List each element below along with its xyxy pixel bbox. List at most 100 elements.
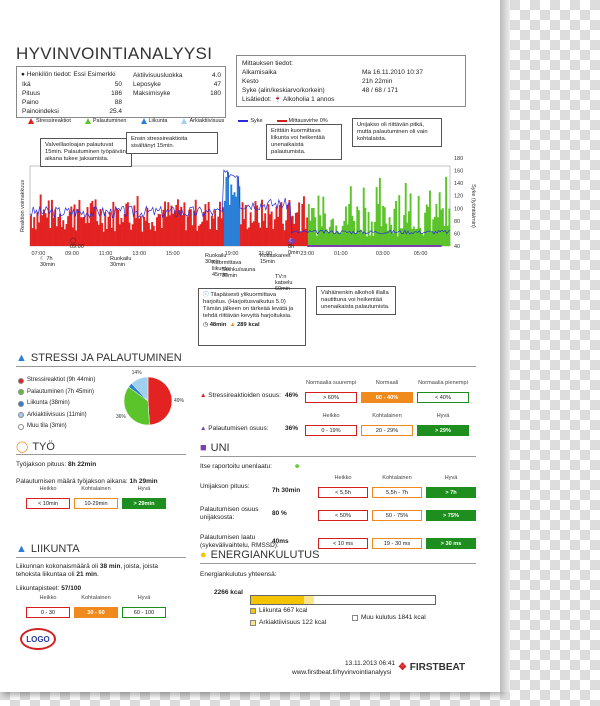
scale-header: Normaalia pienempi <box>418 380 468 386</box>
chart-bar <box>380 226 383 246</box>
chart-bar <box>403 215 406 246</box>
chart-bar <box>333 233 336 246</box>
scale-header: Hyvä <box>137 595 151 601</box>
chart-bar <box>294 212 297 246</box>
chart-bar <box>51 199 53 246</box>
chart-bar <box>125 203 128 246</box>
person-row-value: 50 <box>114 81 122 88</box>
chart-bar <box>172 213 175 246</box>
sleep-bar <box>307 245 442 247</box>
chart-bar <box>165 216 168 246</box>
x-tick-label: 23:00 <box>300 251 314 257</box>
legend-label: Stressireaktiot <box>36 118 71 124</box>
x-tick-label: 13:00 <box>132 251 146 257</box>
chart-bar <box>227 171 229 246</box>
scale-cell: > 29min <box>122 498 166 509</box>
measure-row-label: Alkamisaika <box>242 69 277 76</box>
sleep-icon: ☾ <box>288 238 295 244</box>
energy-heading: ● ENERGIANKULUTUS <box>200 549 320 561</box>
heart-rate-line <box>29 169 451 235</box>
chart-bar <box>378 177 381 246</box>
scale-cell: > 60% <box>305 392 357 403</box>
chart-bar <box>198 225 200 246</box>
chart-bar <box>139 215 142 246</box>
chart-bar <box>301 203 304 246</box>
scale-header: Kohtalainen <box>81 595 111 601</box>
chart-bar <box>282 223 284 246</box>
chart-bar <box>42 209 45 246</box>
chart-bar <box>348 203 351 246</box>
event-1: Kuormittava liikunta 45min <box>212 260 242 278</box>
y-tick-label: 40 <box>454 244 460 250</box>
exercise-points: Liikuntapisteet: 57/100 <box>16 585 82 592</box>
chart-bar <box>162 209 165 246</box>
chart-bar <box>304 229 307 246</box>
chart-bar <box>183 202 186 246</box>
chart-bar <box>286 204 289 246</box>
chart-bar <box>359 229 362 246</box>
chart-bar <box>104 212 107 246</box>
chart-bar <box>315 235 318 246</box>
chart-bar <box>112 201 115 246</box>
chart-bar <box>320 226 323 246</box>
chart-bar <box>278 204 281 246</box>
stress-legend-dot <box>18 412 24 419</box>
chart-bar <box>214 210 217 246</box>
sleep-row-value: 40ms <box>272 538 289 545</box>
person-row-label: Ikä <box>22 81 31 88</box>
stress-legend-dot <box>18 389 24 396</box>
chart-bar <box>55 226 58 246</box>
y-tick-label: 80 <box>454 219 460 225</box>
legend-item: Mittausvirhe 0% <box>276 118 328 124</box>
recovery-share-row: ▲ Palautumisen osuus: <box>200 425 269 432</box>
stress-legend-item: Muu tila (3min) <box>18 421 95 433</box>
prev-sleep: ☾ 7h 30min <box>40 256 55 268</box>
chart-bar <box>343 220 346 246</box>
x-tick-label: 01:00 <box>334 251 348 257</box>
chart-bar <box>207 201 210 246</box>
chart-bar <box>375 187 378 246</box>
chart-bar <box>144 220 147 246</box>
pie-slice <box>123 386 150 426</box>
chart-bar <box>388 217 391 246</box>
chart-bar <box>273 219 276 246</box>
chart-bar <box>110 227 113 246</box>
measurement-box: Mittauksen tiedot: Alkamisaika Ma 16.11.2… <box>236 55 466 107</box>
scale-header: Hyvä <box>444 475 458 481</box>
work-line-2: Palautumisen määrä työjakson aikana: 1h … <box>16 478 158 485</box>
y-tick-label: 120 <box>454 194 463 200</box>
person-rows: Ikä 50 Pituus 186 Paino 88 Painoindeksi 25.4 <box>22 80 122 116</box>
timeline-chart: 07:00 09:00 11:00 13:00 15:00 19:00 21:00 23:00… <box>20 156 476 257</box>
chart-bar <box>222 207 225 246</box>
pie-label: 49% <box>174 398 185 404</box>
chart-bar <box>99 208 102 246</box>
energy-segment <box>251 596 305 604</box>
chart-bar <box>220 218 223 246</box>
chart-bar <box>199 224 202 246</box>
y-axis-label-left: Reaktion voimakkuus <box>20 180 26 233</box>
chart-bar <box>369 235 372 246</box>
chart-bar <box>377 203 380 246</box>
mountain-icon: ▲ <box>16 543 27 555</box>
measure-row-label: Kesto <box>242 78 259 85</box>
chart-bar <box>424 212 427 246</box>
energy-swatch <box>250 619 256 626</box>
chart-bar <box>41 215 44 246</box>
chart-bar <box>143 216 145 246</box>
person-row: Paino 88 <box>22 98 122 107</box>
chart-bar <box>141 231 144 246</box>
chart-bar <box>152 225 155 246</box>
chart-bar <box>225 176 228 246</box>
chart-bar <box>430 232 433 246</box>
chart-bar <box>252 221 255 246</box>
chart-bar <box>175 204 178 246</box>
chart-bar <box>288 200 291 246</box>
footer-url[interactable]: www.firstbeat.fi/hyvinvointianalyysi <box>292 669 392 676</box>
chart-bar <box>73 204 76 246</box>
chart-bar <box>189 209 192 246</box>
stress-legend-item: Stressireaktiot (9h 44min) <box>18 375 95 387</box>
scale-cell: 5,5h - 7h <box>372 487 422 498</box>
chart-bar <box>91 200 94 246</box>
chart-bar <box>422 235 425 246</box>
person-row-value: 88 <box>114 99 122 106</box>
